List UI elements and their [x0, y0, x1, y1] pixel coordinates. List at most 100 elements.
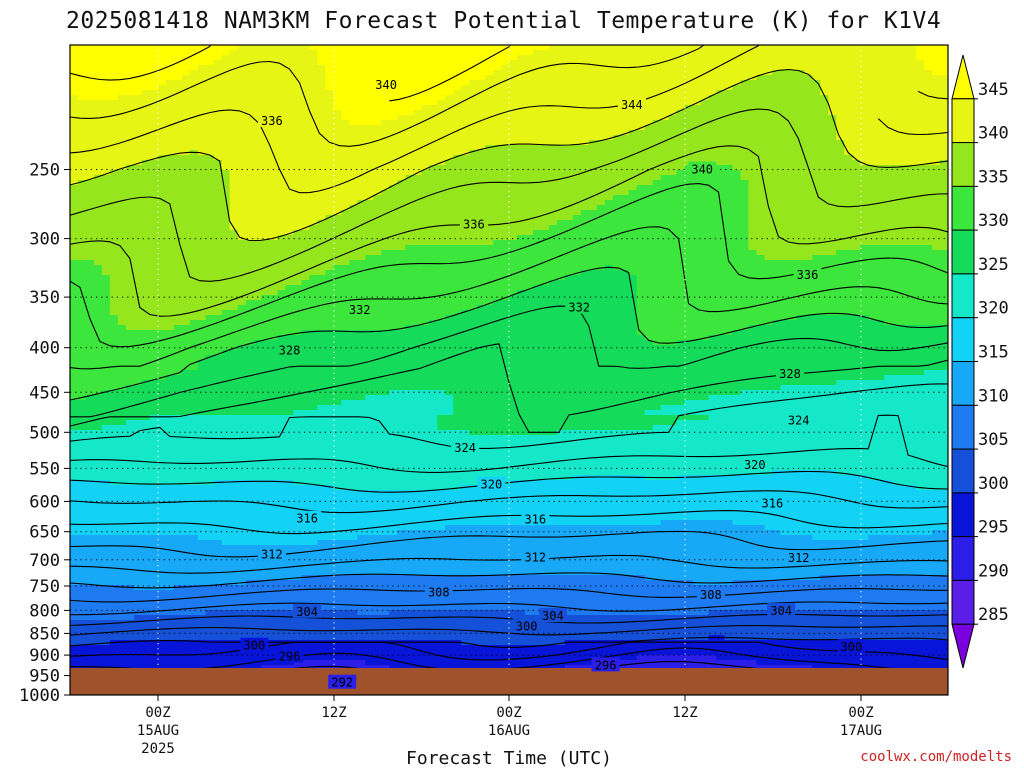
contour-cell — [852, 150, 861, 156]
contour-cell — [453, 70, 462, 76]
contour-cell — [149, 50, 159, 56]
contour-cell — [612, 180, 622, 186]
contour-cell — [405, 210, 414, 216]
contour-cell — [924, 210, 933, 216]
contour-cell — [221, 210, 231, 216]
contour-cell — [261, 255, 271, 261]
contour-cell — [253, 105, 263, 111]
contour-cell — [197, 230, 207, 236]
contour-cell — [445, 45, 454, 51]
contour-cell — [285, 150, 295, 156]
contour-cell — [884, 180, 893, 186]
contour-cell — [461, 155, 470, 161]
contour-cell — [772, 90, 781, 96]
contour-cell — [405, 120, 414, 126]
contour-cell — [892, 45, 901, 51]
contour-cell — [732, 120, 742, 126]
contour-cell — [772, 125, 781, 131]
contour-cell — [596, 205, 606, 211]
contour-cell — [77, 100, 87, 106]
contour-cell — [772, 145, 781, 151]
contour-cell — [700, 100, 710, 106]
contour-cell — [413, 250, 422, 256]
contour-cell — [373, 235, 382, 241]
contour-cell — [932, 225, 941, 231]
contour-cell — [676, 105, 686, 111]
contour-cell — [181, 175, 191, 181]
contour-cell — [700, 175, 710, 181]
contour-cell — [389, 225, 398, 231]
contour-cell — [221, 80, 231, 86]
contour-cell — [325, 225, 334, 231]
contour-cell — [229, 265, 239, 271]
contour-cell — [501, 170, 510, 176]
contour-cell — [540, 50, 550, 56]
contour-cell — [540, 135, 550, 141]
contour-cell — [245, 145, 255, 151]
contour-cell — [716, 95, 726, 101]
contour-cell — [540, 55, 550, 61]
contour-cell — [373, 110, 382, 116]
contour-cell — [540, 115, 550, 121]
contour-cell — [165, 240, 175, 246]
contour-cell — [884, 225, 893, 231]
contour-cell — [509, 50, 518, 56]
contour-cell — [796, 175, 805, 181]
contour-cell — [317, 90, 327, 96]
contour-cell — [716, 85, 726, 91]
contour-cell — [940, 175, 948, 181]
contour-cell — [133, 155, 143, 161]
contour-cell — [740, 150, 750, 156]
contour-cell — [668, 170, 678, 176]
contour-cell — [301, 245, 311, 251]
contour-cell — [556, 115, 566, 121]
contour-cell — [788, 130, 797, 136]
contour-cell — [868, 255, 877, 261]
contour-cell — [509, 155, 518, 161]
contour-cell — [453, 85, 462, 91]
contour-cell — [524, 135, 534, 141]
contour-cell — [373, 60, 382, 66]
contour-cell — [588, 65, 598, 71]
contour-cell — [636, 155, 646, 161]
contour-cell — [245, 265, 255, 271]
contour-cell — [341, 245, 350, 251]
contour-cell — [333, 145, 342, 151]
contour-cell — [213, 80, 223, 86]
contour-cell — [469, 60, 478, 66]
contour-cell — [277, 135, 287, 141]
contour-cell — [309, 55, 319, 61]
contour-cell — [820, 125, 829, 131]
contour-cell — [253, 225, 263, 231]
contour-cell — [269, 85, 279, 91]
contour-cell — [516, 200, 526, 206]
contour-cell — [149, 235, 159, 241]
contour-cell — [620, 140, 630, 146]
contour-cell — [516, 195, 526, 201]
contour-cell — [165, 155, 175, 161]
contour-cell — [501, 150, 510, 156]
contour-cell — [357, 225, 366, 231]
contour-cell — [644, 125, 654, 131]
contour-cell — [133, 200, 143, 206]
contour-cell — [828, 140, 837, 146]
contour-cell — [389, 200, 398, 206]
contour-cell — [173, 115, 183, 121]
contour-cell — [477, 165, 486, 171]
contour-cell — [756, 150, 766, 156]
contour-cell — [876, 225, 885, 231]
contour-cell — [325, 155, 334, 161]
contour-cell — [788, 45, 797, 51]
contour-cell — [437, 140, 446, 146]
contour-cell — [604, 125, 614, 131]
contour-cell — [684, 65, 694, 71]
contour-cell — [117, 75, 127, 81]
contour-cell — [700, 50, 710, 56]
contour-cell — [636, 200, 646, 206]
contour-cell — [341, 225, 350, 231]
contour-cell — [876, 65, 885, 71]
contour-cell — [413, 115, 422, 121]
contour-cell — [708, 70, 718, 76]
contour-cell — [301, 215, 311, 221]
contour-cell — [397, 125, 406, 131]
